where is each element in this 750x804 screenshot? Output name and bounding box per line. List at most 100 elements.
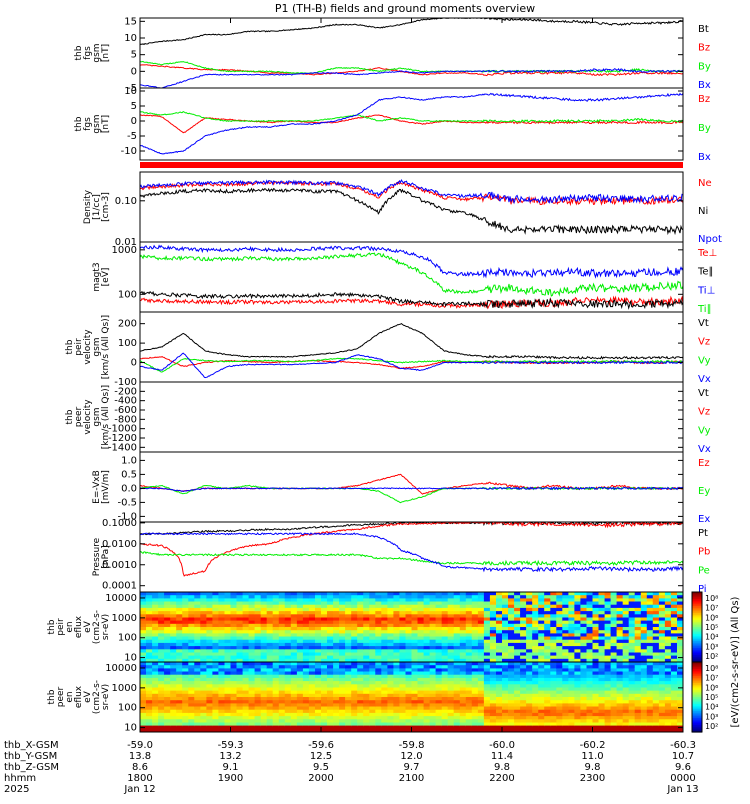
spectrogram-cell xyxy=(556,630,563,634)
spectrogram-cell xyxy=(375,620,382,625)
spectrogram-cell xyxy=(622,614,630,619)
spectrogram-cell xyxy=(435,604,443,609)
spectrogram-cell xyxy=(182,642,189,647)
spectrogram-cell xyxy=(604,728,612,732)
spectrogram-cell xyxy=(260,607,268,612)
spectrogram-cell xyxy=(321,671,328,676)
spectrogram-cell xyxy=(188,681,195,685)
spectrogram-cell xyxy=(634,623,642,628)
spectrogram-cell xyxy=(399,604,406,609)
spectrogram-cell xyxy=(592,716,600,720)
spectrogram-cell xyxy=(483,592,491,596)
spectrogram-cell xyxy=(592,592,600,596)
spectrogram-cell xyxy=(152,639,159,644)
spectrogram-cell xyxy=(260,665,268,669)
spectrogram-cell xyxy=(447,601,455,606)
spectrogram-cell xyxy=(363,687,370,692)
spectrogram-cell xyxy=(610,592,618,596)
spectrogram-cell xyxy=(345,592,352,596)
spectrogram-cell xyxy=(568,642,575,647)
spectrogram-cell xyxy=(357,598,364,603)
spectrogram-cell xyxy=(447,693,455,698)
spectrogram-cell xyxy=(170,693,177,698)
spectrogram-cell xyxy=(483,725,491,730)
spectrogram-cell xyxy=(562,639,569,644)
colorbar-tick: 10⁵ xyxy=(705,623,718,632)
spectrogram-cell xyxy=(496,655,503,660)
spectrogram-cell xyxy=(628,655,636,660)
spectrogram-cell xyxy=(266,703,274,708)
spectrogram-cell xyxy=(544,687,551,692)
spectrogram-cell xyxy=(502,598,509,603)
spectrogram-cell xyxy=(580,592,587,596)
spectrogram-cell xyxy=(333,668,340,673)
spectrogram-cell xyxy=(592,646,600,650)
spectrogram-cell xyxy=(387,671,394,676)
spectrogram-cell xyxy=(375,627,382,631)
spectrogram-cell xyxy=(550,706,557,711)
spectrogram-cell xyxy=(447,592,455,596)
spectrogram-cell xyxy=(677,703,683,708)
spectrogram-cell xyxy=(586,662,594,666)
spectrogram-cell xyxy=(170,684,177,689)
spectrogram-cell xyxy=(206,671,213,676)
spectrogram-cell xyxy=(598,601,606,606)
spectrogram-cell xyxy=(429,716,437,720)
spectrogram-cell xyxy=(677,690,683,695)
spectrogram-cell xyxy=(417,709,425,714)
spectrogram-cell xyxy=(308,662,316,666)
spectrogram-cell xyxy=(459,703,467,708)
spectrogram-cell xyxy=(459,649,467,654)
spectrogram-cell xyxy=(194,655,201,660)
panel-ylabel: en xyxy=(65,621,75,632)
spectrogram-cell xyxy=(315,630,322,634)
spectrogram-cell xyxy=(369,649,376,654)
spectrogram-cell xyxy=(417,690,425,695)
spectrogram-cell xyxy=(586,617,594,622)
spectrogram-cell xyxy=(598,677,606,682)
spectrogram-cell xyxy=(206,684,213,689)
spectrogram-cell xyxy=(387,697,394,701)
spectrogram-cell xyxy=(248,649,256,654)
spectrogram-cell xyxy=(471,620,479,625)
spectrogram-cell xyxy=(182,601,189,606)
spectrogram-cell xyxy=(399,709,406,714)
spectrogram-cell xyxy=(417,712,425,717)
spectrogram-cell xyxy=(146,681,153,685)
spectrogram-cell xyxy=(514,728,521,732)
colorbar-cell xyxy=(692,686,702,689)
spectrogram-cell xyxy=(496,662,503,666)
spectrogram-cell xyxy=(218,706,225,711)
series-Vt-line xyxy=(140,322,683,360)
spectrogram-cell xyxy=(176,716,183,720)
spectrogram-cell xyxy=(158,592,165,596)
spectrogram-cell xyxy=(640,652,648,657)
spectrogram-cell xyxy=(188,630,195,634)
spectrogram-cell xyxy=(236,614,244,619)
spectrogram-cell xyxy=(164,690,171,695)
spectrogram-cell xyxy=(236,728,244,732)
spectrogram-cell xyxy=(236,703,244,708)
spectrogram-cell xyxy=(508,614,515,619)
spectrogram-cell xyxy=(321,652,328,657)
spectrogram-cell xyxy=(677,668,683,673)
spectrogram-cell xyxy=(441,633,449,638)
spectrogram-cell xyxy=(646,649,654,654)
spectrogram-cell xyxy=(375,607,382,612)
spectrogram-cell xyxy=(586,636,594,641)
spectrogram-cell xyxy=(568,614,575,619)
spectrogram-cell xyxy=(447,712,455,717)
spectrogram-cell xyxy=(538,649,545,654)
spectrogram-cell xyxy=(489,633,497,638)
spectrogram-cell xyxy=(417,636,425,641)
spectrogram-cell xyxy=(212,677,219,682)
spectrogram-cell xyxy=(616,646,624,650)
spectrogram-cell xyxy=(489,693,497,698)
spectrogram-cell xyxy=(574,681,581,685)
spectrogram-cell xyxy=(381,719,388,724)
spectrogram-cell xyxy=(302,627,310,631)
spectrogram-cell xyxy=(284,703,292,708)
spectrogram-cell xyxy=(164,642,171,647)
spectrogram-cell xyxy=(170,712,177,717)
spectrogram-cell xyxy=(170,649,177,654)
